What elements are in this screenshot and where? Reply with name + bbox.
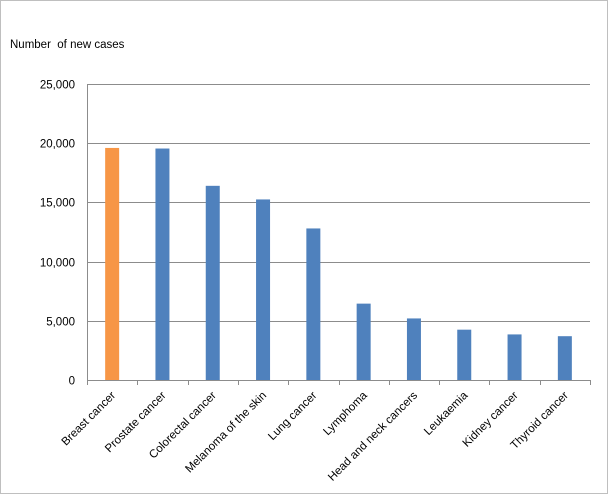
bar [356,303,371,380]
bar [406,318,421,380]
y-tick-label: 5,000 [46,317,75,329]
bar [457,329,472,380]
y-tick-label: 20,000 [40,139,75,151]
y-tick-label: 0 [69,376,75,388]
x-tick-label: Lung cancer [266,390,319,443]
x-tick-label: Leukaemia [422,389,471,438]
x-tick-label: Lymphoma [321,389,370,438]
y-axis-label: Number of new cases [10,39,125,51]
bar [507,334,522,380]
y-tick-label: 10,000 [40,258,75,270]
bar [306,228,321,380]
bar [557,336,572,380]
y-tick-label: 15,000 [40,198,75,210]
bar [205,185,220,380]
bar [256,199,271,380]
x-tick-label: Head and neck cancers [326,389,420,483]
y-tick-label: 25,000 [40,80,75,92]
bar [105,147,120,380]
bar [155,148,170,380]
